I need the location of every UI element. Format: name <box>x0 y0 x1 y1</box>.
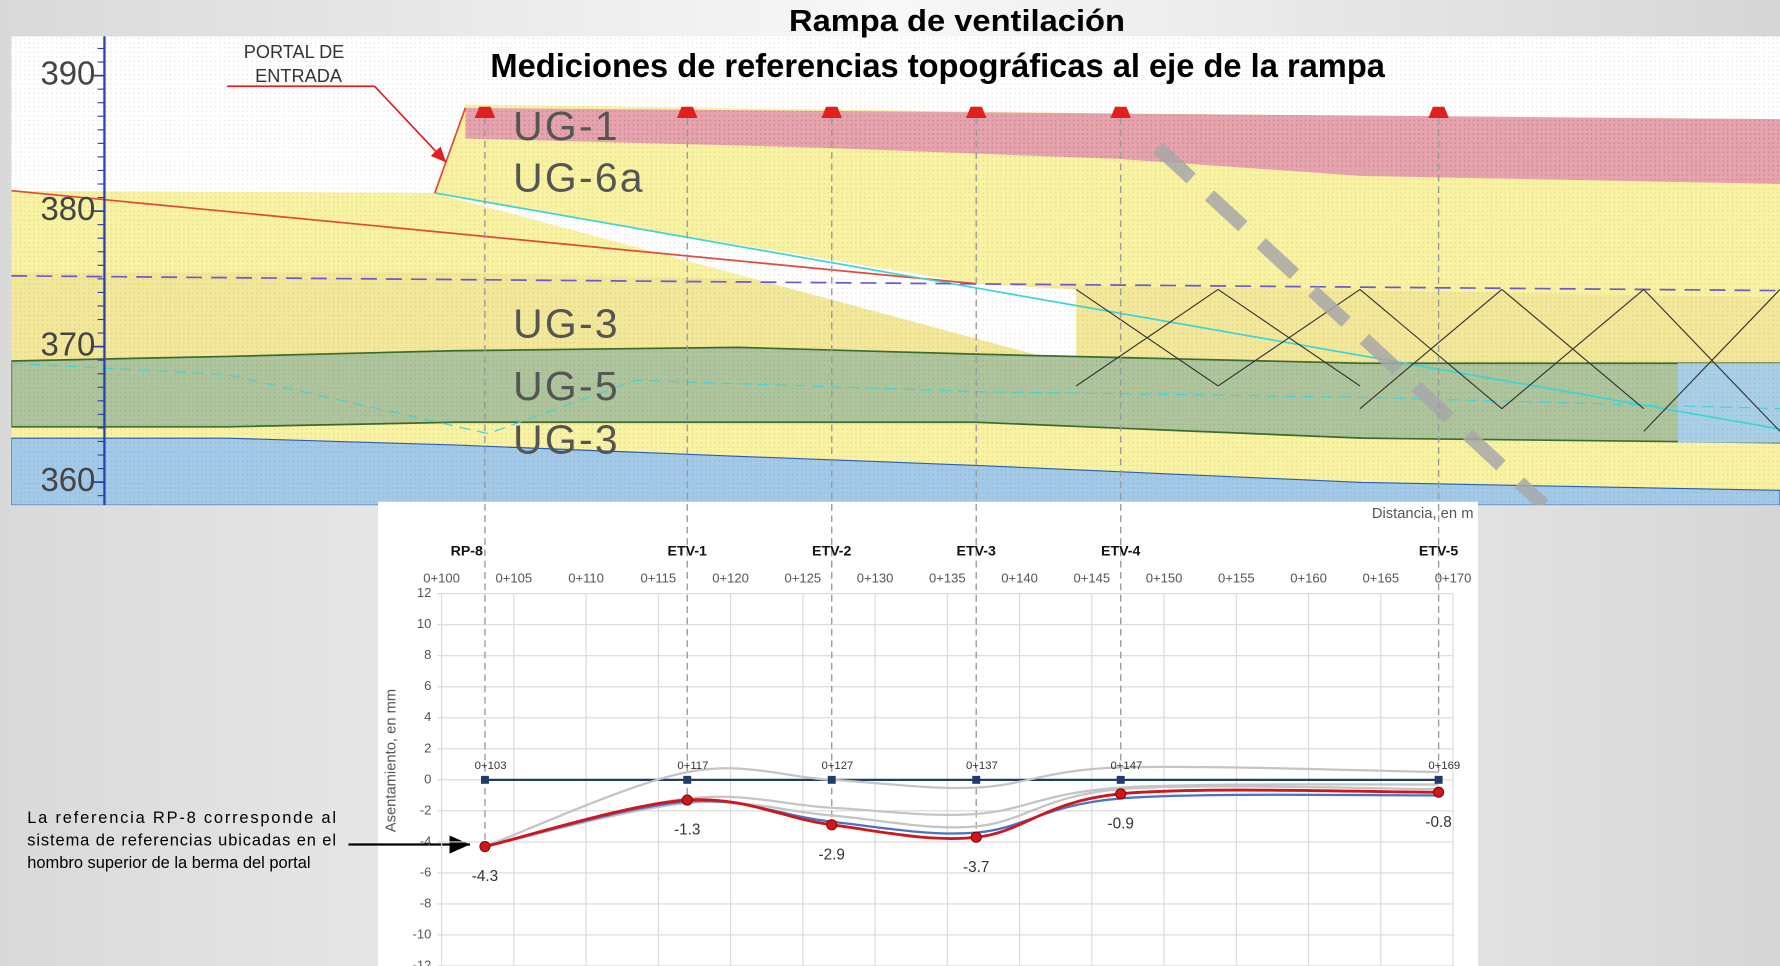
y-tick-label: 6 <box>424 678 431 693</box>
point-label: 0+169 <box>1428 760 1460 772</box>
x-tick-label: 0+115 <box>640 570 676 585</box>
marker <box>971 832 981 842</box>
y-tick-label: 8 <box>424 647 431 662</box>
note-line: sistema de referencias ubicadas en el <box>27 831 336 849</box>
y-tick-label: 4 <box>424 709 431 724</box>
marker <box>682 795 692 805</box>
x-tick-label: 0+160 <box>1290 570 1327 585</box>
y-tick-label: 12 <box>417 585 432 600</box>
portal-label: ENTRADA <box>255 66 343 86</box>
marker <box>1117 776 1125 784</box>
y-tick-label: 2 <box>424 740 431 755</box>
point-label: 0+127 <box>821 760 853 772</box>
reference-label: ETV-3 <box>957 543 997 559</box>
x-axis-title: Distancia, en m <box>1372 506 1474 522</box>
point-label: 0+103 <box>475 760 507 772</box>
x-tick-label: 0+125 <box>785 570 822 585</box>
x-tick-label: 0+135 <box>929 570 966 585</box>
x-tick-label: 0+170 <box>1435 570 1472 585</box>
reference-label: ETV-5 <box>1419 543 1459 559</box>
unit-label: UG-3 <box>513 301 620 347</box>
marker <box>1434 787 1444 797</box>
x-tick-label: 0+150 <box>1146 570 1183 585</box>
subtitle: Mediciones de referencias topográficas a… <box>490 47 1385 84</box>
reference-label: ETV-1 <box>668 543 707 559</box>
y-tick-label: 0 <box>424 771 431 786</box>
texture <box>11 36 1780 505</box>
title: Rampa de ventilación <box>789 4 1125 38</box>
x-tick-label: 0+105 <box>496 570 533 585</box>
section-tick-label: 380 <box>40 190 95 227</box>
x-tick-label: 0+155 <box>1218 570 1255 585</box>
y-tick-label: -10 <box>413 926 432 941</box>
reference-label: ETV-2 <box>812 543 851 559</box>
marker <box>828 776 836 784</box>
y-tick-label: 10 <box>417 616 432 631</box>
data-label: -0.9 <box>1108 815 1134 832</box>
note-line: hombro superior de la berma del portal <box>27 854 310 872</box>
data-label: -1.3 <box>674 822 700 839</box>
point-label: 0+117 <box>677 760 708 772</box>
unit-label: UG-6a <box>513 154 645 200</box>
x-tick-label: 0+145 <box>1073 570 1110 585</box>
marker <box>683 776 691 784</box>
x-tick-label: 0+130 <box>857 570 894 585</box>
section-tick-label: 390 <box>40 54 95 91</box>
point-label: 0+137 <box>966 760 998 772</box>
marker <box>1435 776 1443 784</box>
data-label: -3.7 <box>963 859 989 876</box>
point-label: 0+147 <box>1110 760 1142 772</box>
x-tick-label: 0+110 <box>568 570 604 585</box>
y-tick-label: -4 <box>420 833 432 848</box>
marker <box>481 776 489 784</box>
page: PORTAL DE ENTRADA Rampa de ventilación M… <box>0 0 1780 966</box>
data-label: -2.9 <box>819 847 845 864</box>
x-tick-label: 0+140 <box>1001 570 1038 585</box>
note-line: La referencia RP-8 corresponde al <box>27 809 336 827</box>
data-label: -4.3 <box>472 868 498 885</box>
y-tick-label: -12 <box>413 957 432 966</box>
marker <box>827 820 837 830</box>
portal-label: PORTAL DE <box>244 42 345 62</box>
x-tick-label: 0+165 <box>1362 570 1399 585</box>
y-axis-title: Asentamiento, en mm <box>384 689 400 832</box>
unit-label: UG-3 <box>513 417 620 463</box>
unit-label: UG-5 <box>513 363 620 409</box>
marker <box>1116 789 1126 799</box>
y-tick-label: -8 <box>420 895 432 910</box>
section-tick-label: 360 <box>40 461 95 498</box>
y-tick-label: -2 <box>420 802 432 817</box>
reference-label: RP-8 <box>451 543 483 559</box>
cross-section <box>11 36 1780 505</box>
data-label: -0.8 <box>1425 814 1451 831</box>
marker <box>972 776 980 784</box>
unit-label: UG-1 <box>513 103 620 149</box>
reference-label: ETV-4 <box>1101 543 1140 559</box>
x-tick-label: 0+120 <box>712 570 749 585</box>
marker <box>480 841 490 851</box>
x-tick-label: 0+100 <box>423 570 460 585</box>
section-tick-label: 370 <box>40 325 95 362</box>
slide: PORTAL DE ENTRADA Rampa de ventilación M… <box>0 0 1780 966</box>
y-tick-label: -6 <box>420 864 432 879</box>
